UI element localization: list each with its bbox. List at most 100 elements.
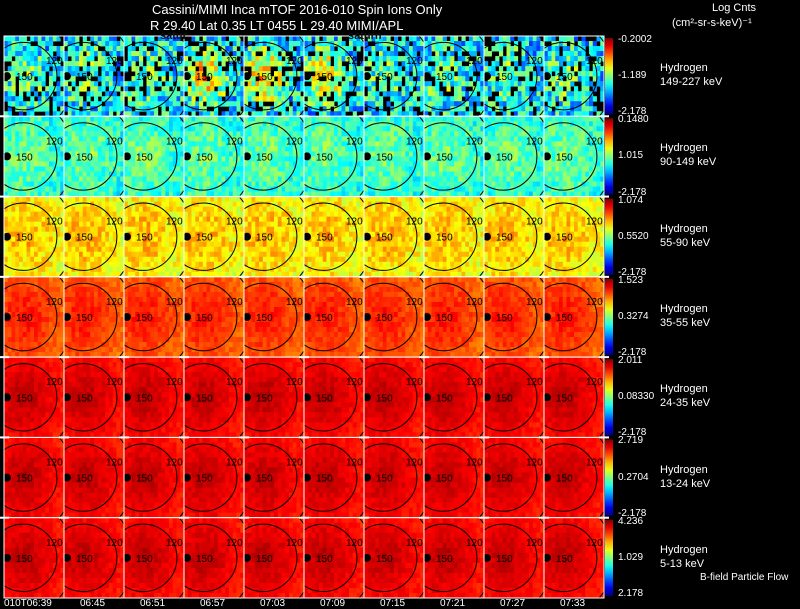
pixel [469,111,474,117]
pixel [217,131,222,137]
pixel [161,151,166,157]
pixel [577,106,582,112]
pixel [390,151,395,157]
pixel [251,46,256,52]
pixel [56,231,61,238]
pixel [589,161,594,167]
pixel [217,66,222,72]
pixel [172,161,177,167]
pixel [454,166,459,172]
pixel [281,121,286,127]
pixel [11,226,16,233]
pixel [187,96,192,102]
pixel [506,156,511,162]
pixel [37,161,42,167]
pixel [180,191,184,197]
pixel [30,96,35,102]
pixel [296,36,301,42]
pixel [165,161,170,167]
pixel [180,181,184,187]
pixel [281,51,286,57]
pixel [394,101,399,107]
pixel [401,176,406,182]
pixel [360,36,364,42]
pixel [135,51,140,57]
pixel [532,76,537,82]
pixel [180,86,184,92]
pixel [34,136,39,142]
pixel [221,141,226,147]
pixel [277,171,282,177]
pixel [491,71,496,77]
pixel [386,186,391,192]
pixel [127,121,132,127]
pixel [41,181,46,187]
pixel [22,106,27,112]
pixel [34,171,39,177]
pixel [251,101,256,107]
contour-label-120: 120 [466,56,483,67]
pixel [495,136,500,142]
pixel [277,101,282,107]
pixel [375,96,380,102]
pixel [555,86,560,92]
pixel [311,141,316,147]
pixel [217,186,222,192]
pixel [124,121,129,127]
pixel [476,76,481,82]
pixel [161,146,166,152]
pixel [551,136,556,142]
pixel [247,181,252,187]
pixel [371,96,376,102]
pixel [409,171,414,177]
pixel [22,241,27,248]
pixel [37,116,42,122]
pixel [206,96,211,102]
pixel [334,176,339,182]
pixel [356,161,361,167]
pixel [446,101,451,107]
pixel [431,181,436,187]
pixel [37,141,42,147]
pixel [465,71,470,77]
pixel [161,61,166,67]
pixel [169,96,174,102]
pixel [461,161,466,167]
pixel [330,171,335,177]
pixel [356,141,361,147]
pixel [551,126,556,132]
pixel [236,181,241,187]
pixel [300,131,304,137]
pixel [45,86,50,92]
contour-label-150: 150 [136,152,153,163]
pixel [206,161,211,167]
pixel [30,166,35,172]
pixel [521,151,526,157]
pixel [570,96,575,102]
pixel [37,176,42,182]
pixel [7,186,12,192]
pixel [341,116,346,122]
saturn-marker [4,72,11,81]
pixel [277,46,282,52]
pixel [499,91,504,97]
pixel [37,191,42,197]
pixel [4,191,9,197]
pixel [495,181,500,187]
pixel [330,181,335,187]
pixel [416,166,421,172]
pixel [150,136,155,142]
pixel [30,151,35,157]
pixel [510,181,515,187]
pixel [345,186,350,192]
pixel [229,181,234,187]
pixel [382,76,387,82]
pixel [229,36,234,42]
pixel [431,191,436,197]
pixel [499,116,504,122]
pixel [382,171,387,177]
pixel [521,146,526,152]
pixel [217,71,222,77]
pixel [529,106,534,112]
pixel [112,151,117,157]
